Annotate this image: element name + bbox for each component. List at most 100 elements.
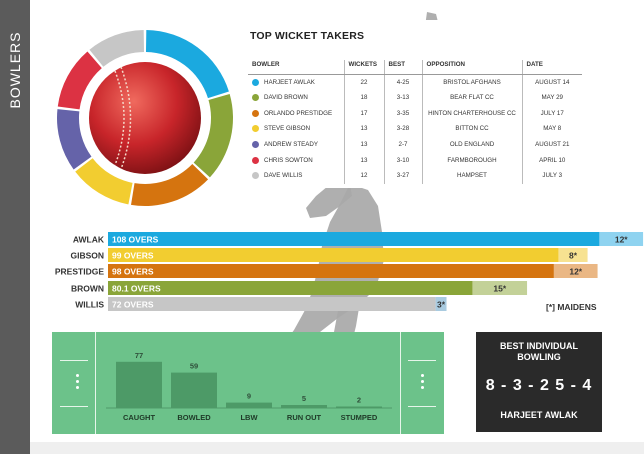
maidens-bar: [599, 232, 644, 246]
cell-bowler: DAVE WILLIS: [248, 168, 344, 184]
header-date: DATE: [521, 60, 582, 75]
cell-text: 13: [360, 125, 368, 133]
cell-wickets: 13: [343, 136, 384, 153]
bottom-strip: [30, 442, 644, 454]
dismissal-bar: [116, 361, 162, 408]
cell-wickets: 13: [343, 152, 384, 169]
legend-dot: [252, 78, 259, 86]
maidens-value-label: 12*: [569, 267, 582, 277]
cell-text: HINTON CHARTERHOUSE CC: [428, 109, 516, 117]
cell-text: ORLANDO PRESTIDGE: [264, 109, 333, 117]
dismissal-bar: [336, 406, 382, 408]
cell-wickets: 12: [343, 168, 384, 184]
best-bowling-title-line2: BOWLING: [517, 352, 561, 362]
cell-best: 3-35: [383, 105, 422, 122]
bowler-category-label: PRESTIDGE: [55, 267, 104, 277]
maidens-legend: [*] MAIDENS: [546, 302, 597, 312]
pitch-end-left: [52, 332, 96, 434]
wicket-takers-table: BOWLER WICKETS BEST OPPOSITION DATE HARJ…: [248, 60, 582, 184]
donut-slice: [57, 51, 102, 110]
cell-text: AUGUST 14: [535, 78, 570, 86]
cell-text: 12: [360, 172, 368, 180]
crease-line: [60, 406, 88, 407]
overs-value-label: 108 OVERS: [112, 235, 159, 245]
dismissal-bar: [171, 372, 217, 408]
cell-text: HARJEET AWLAK: [264, 78, 315, 86]
legend-dot: [252, 125, 259, 133]
bowler-category-label: GIBSON: [70, 251, 104, 261]
dismissal-category-label: RUN OUT: [287, 413, 322, 422]
overs-bar: [108, 297, 436, 311]
cell-text: JULY 17: [540, 109, 564, 117]
donut-slice: [193, 94, 233, 178]
crease-line: [408, 406, 436, 407]
cell-best: 4-25: [383, 74, 422, 90]
legend-dot: [252, 156, 259, 164]
overs-value-label: 72 OVERS: [112, 300, 154, 310]
cell-date: MAY 8: [521, 121, 582, 137]
cell-bowler: DAVID BROWN: [248, 90, 344, 106]
cell-text: DAVE WILLIS: [264, 172, 303, 180]
dismissal-bar: [226, 402, 272, 408]
cell-wickets: 18: [343, 89, 384, 106]
cell-text: BRISTOL AFGHANS: [443, 78, 501, 86]
ball-seam: [114, 70, 125, 166]
cell-best: 3-13: [383, 89, 422, 106]
cell-text: 17: [360, 109, 368, 117]
cell-text: DAVID BROWN: [264, 94, 308, 102]
cell-text: STEVE GIBSON: [264, 125, 311, 133]
cell-best: 2-7: [383, 136, 422, 153]
cell-text: JULY 3: [542, 172, 563, 180]
cell-opposition: BEAR FLAT CC: [421, 89, 522, 106]
maidens-value-label: 15*: [493, 284, 506, 294]
cell-text: 4-25: [396, 78, 410, 86]
cell-bowler: HARJEET AWLAK: [248, 74, 344, 90]
cell-wickets: 22: [343, 74, 384, 90]
cell-text: 13: [360, 156, 368, 164]
overs-value-label: 80.1 OVERS: [112, 284, 161, 294]
overs-bar: [108, 248, 559, 262]
overs-bar: [108, 264, 554, 278]
table-row: HARJEET AWLAK 22 4-25 BRISTOL AFGHANS AUGUST…: [248, 74, 582, 90]
donut-slice: [57, 109, 92, 170]
stumps-icon: [421, 374, 425, 392]
best-bowling-name: HARJEET AWLAK: [500, 410, 578, 420]
maidens-value-label: 8*: [569, 251, 578, 261]
crease-line: [60, 360, 88, 361]
donut-slice: [145, 30, 229, 99]
dismissal-value-label: 59: [190, 362, 198, 371]
cell-text: HAMPSET: [457, 172, 487, 180]
cell-bowler: STEVE GIBSON: [248, 121, 344, 137]
overs-value-label: 99 OVERS: [112, 251, 154, 261]
cell-text: 13: [360, 141, 368, 149]
cell-text: OLD ENGLAND: [449, 141, 495, 149]
cricket-ball-icon: [89, 62, 201, 174]
dismissal-category-label: STUMPED: [341, 413, 378, 422]
cell-date: APRIL 10: [521, 152, 582, 169]
cell-bowler: ANDREW STEADY: [248, 137, 344, 153]
overs-bar: [108, 232, 600, 246]
legend-dot: [252, 141, 259, 149]
cell-opposition: OLD ENGLAND: [421, 136, 522, 153]
dismissal-value-label: 2: [357, 396, 361, 405]
dismissal-value-label: 77: [135, 351, 143, 360]
maidens-value-label: 3*: [437, 300, 446, 310]
cell-bowler: CHRIS SOWTON: [248, 152, 344, 168]
bowler-category-label: WILLIS: [75, 300, 104, 310]
cell-text: FARMBOROUGH: [447, 156, 497, 164]
table-header-row: BOWLER WICKETS BEST OPPOSITION DATE: [248, 60, 582, 75]
dismissal-category-label: BOWLED: [177, 413, 211, 422]
cell-best: 3-10: [383, 152, 422, 169]
cell-date: AUGUST 21: [521, 136, 582, 153]
maidens-bar: [558, 248, 588, 262]
maidens-bar: [472, 281, 528, 295]
cell-opposition: HAMPSET: [421, 168, 522, 184]
legend-dot: [252, 172, 259, 180]
cell-opposition: FARMBOROUGH: [421, 152, 522, 169]
cell-date: MAY 29: [521, 89, 582, 106]
bowler-category-label: AWLAK: [73, 235, 105, 245]
cell-text: 3-13: [396, 94, 410, 102]
cell-text: MAY 8: [543, 125, 562, 133]
